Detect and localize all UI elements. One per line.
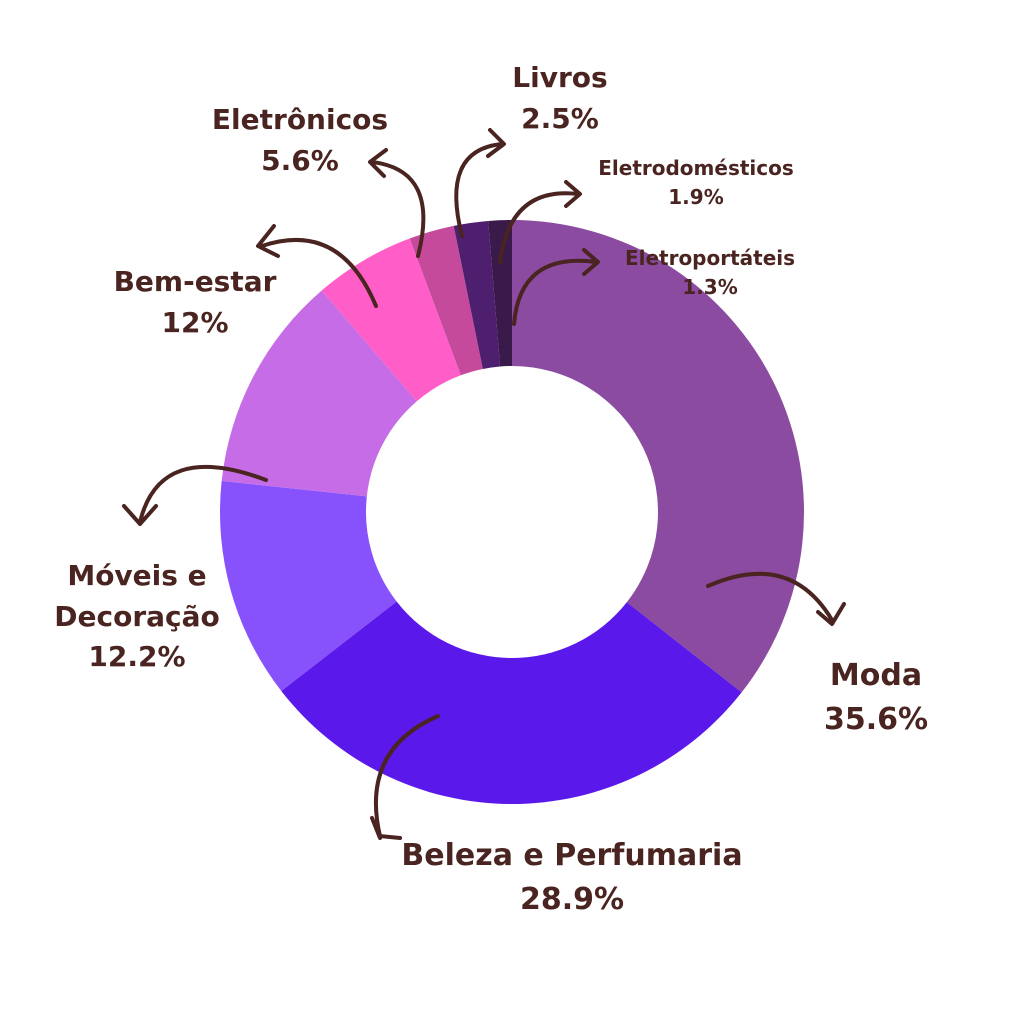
value-label: 5.6%	[261, 143, 339, 177]
category-label: Eletrodomésticos	[598, 156, 794, 180]
arrow	[512, 248, 600, 326]
category-label: Eletroportáteis	[624, 246, 796, 270]
category-label: Bem-estar	[113, 265, 277, 298]
category-label: Moda	[829, 658, 923, 693]
label: Eletrônicos 5.6%	[170, 100, 430, 181]
label: Livros 2.5%	[460, 58, 660, 139]
arrow	[256, 224, 378, 308]
label: Móveis e Decoração 12.2%	[42, 556, 232, 678]
wedge	[220, 480, 397, 691]
category-label: Beleza e Perfumaria	[401, 838, 743, 873]
arrow	[368, 148, 426, 258]
arrow	[706, 571, 846, 626]
value-label: 1.9%	[668, 185, 724, 209]
label: Moda 35.6%	[726, 654, 1024, 741]
label: Eletroportáteis 1.3%	[580, 244, 840, 302]
arrow	[454, 128, 506, 238]
arrow	[122, 464, 268, 526]
category-label: Eletrônicos	[211, 103, 389, 136]
label: Bem-estar 12%	[65, 262, 325, 343]
arrows	[122, 128, 846, 840]
category-label: Móveis e Decoração	[54, 559, 220, 633]
value-label: 1.3%	[682, 275, 738, 299]
value-label: 12.2%	[88, 640, 186, 674]
wedge	[321, 238, 461, 402]
wedge	[409, 225, 483, 376]
value-label: 28.9%	[519, 881, 625, 917]
donut	[220, 220, 804, 804]
wedge	[281, 601, 742, 804]
label: Beleza e Perfumaria 28.9%	[372, 834, 772, 921]
category-label: Livros	[512, 61, 608, 94]
wedge	[488, 220, 512, 367]
value-label: 35.6%	[823, 701, 929, 737]
value-label: 12%	[161, 305, 229, 339]
wedge	[453, 220, 501, 369]
value-label: 2.5%	[521, 101, 599, 135]
wedge	[221, 290, 417, 497]
label: Eletrodomésticos 1.9%	[566, 154, 826, 212]
wedge	[512, 220, 804, 693]
arrow	[370, 714, 440, 840]
arrow	[498, 180, 582, 264]
